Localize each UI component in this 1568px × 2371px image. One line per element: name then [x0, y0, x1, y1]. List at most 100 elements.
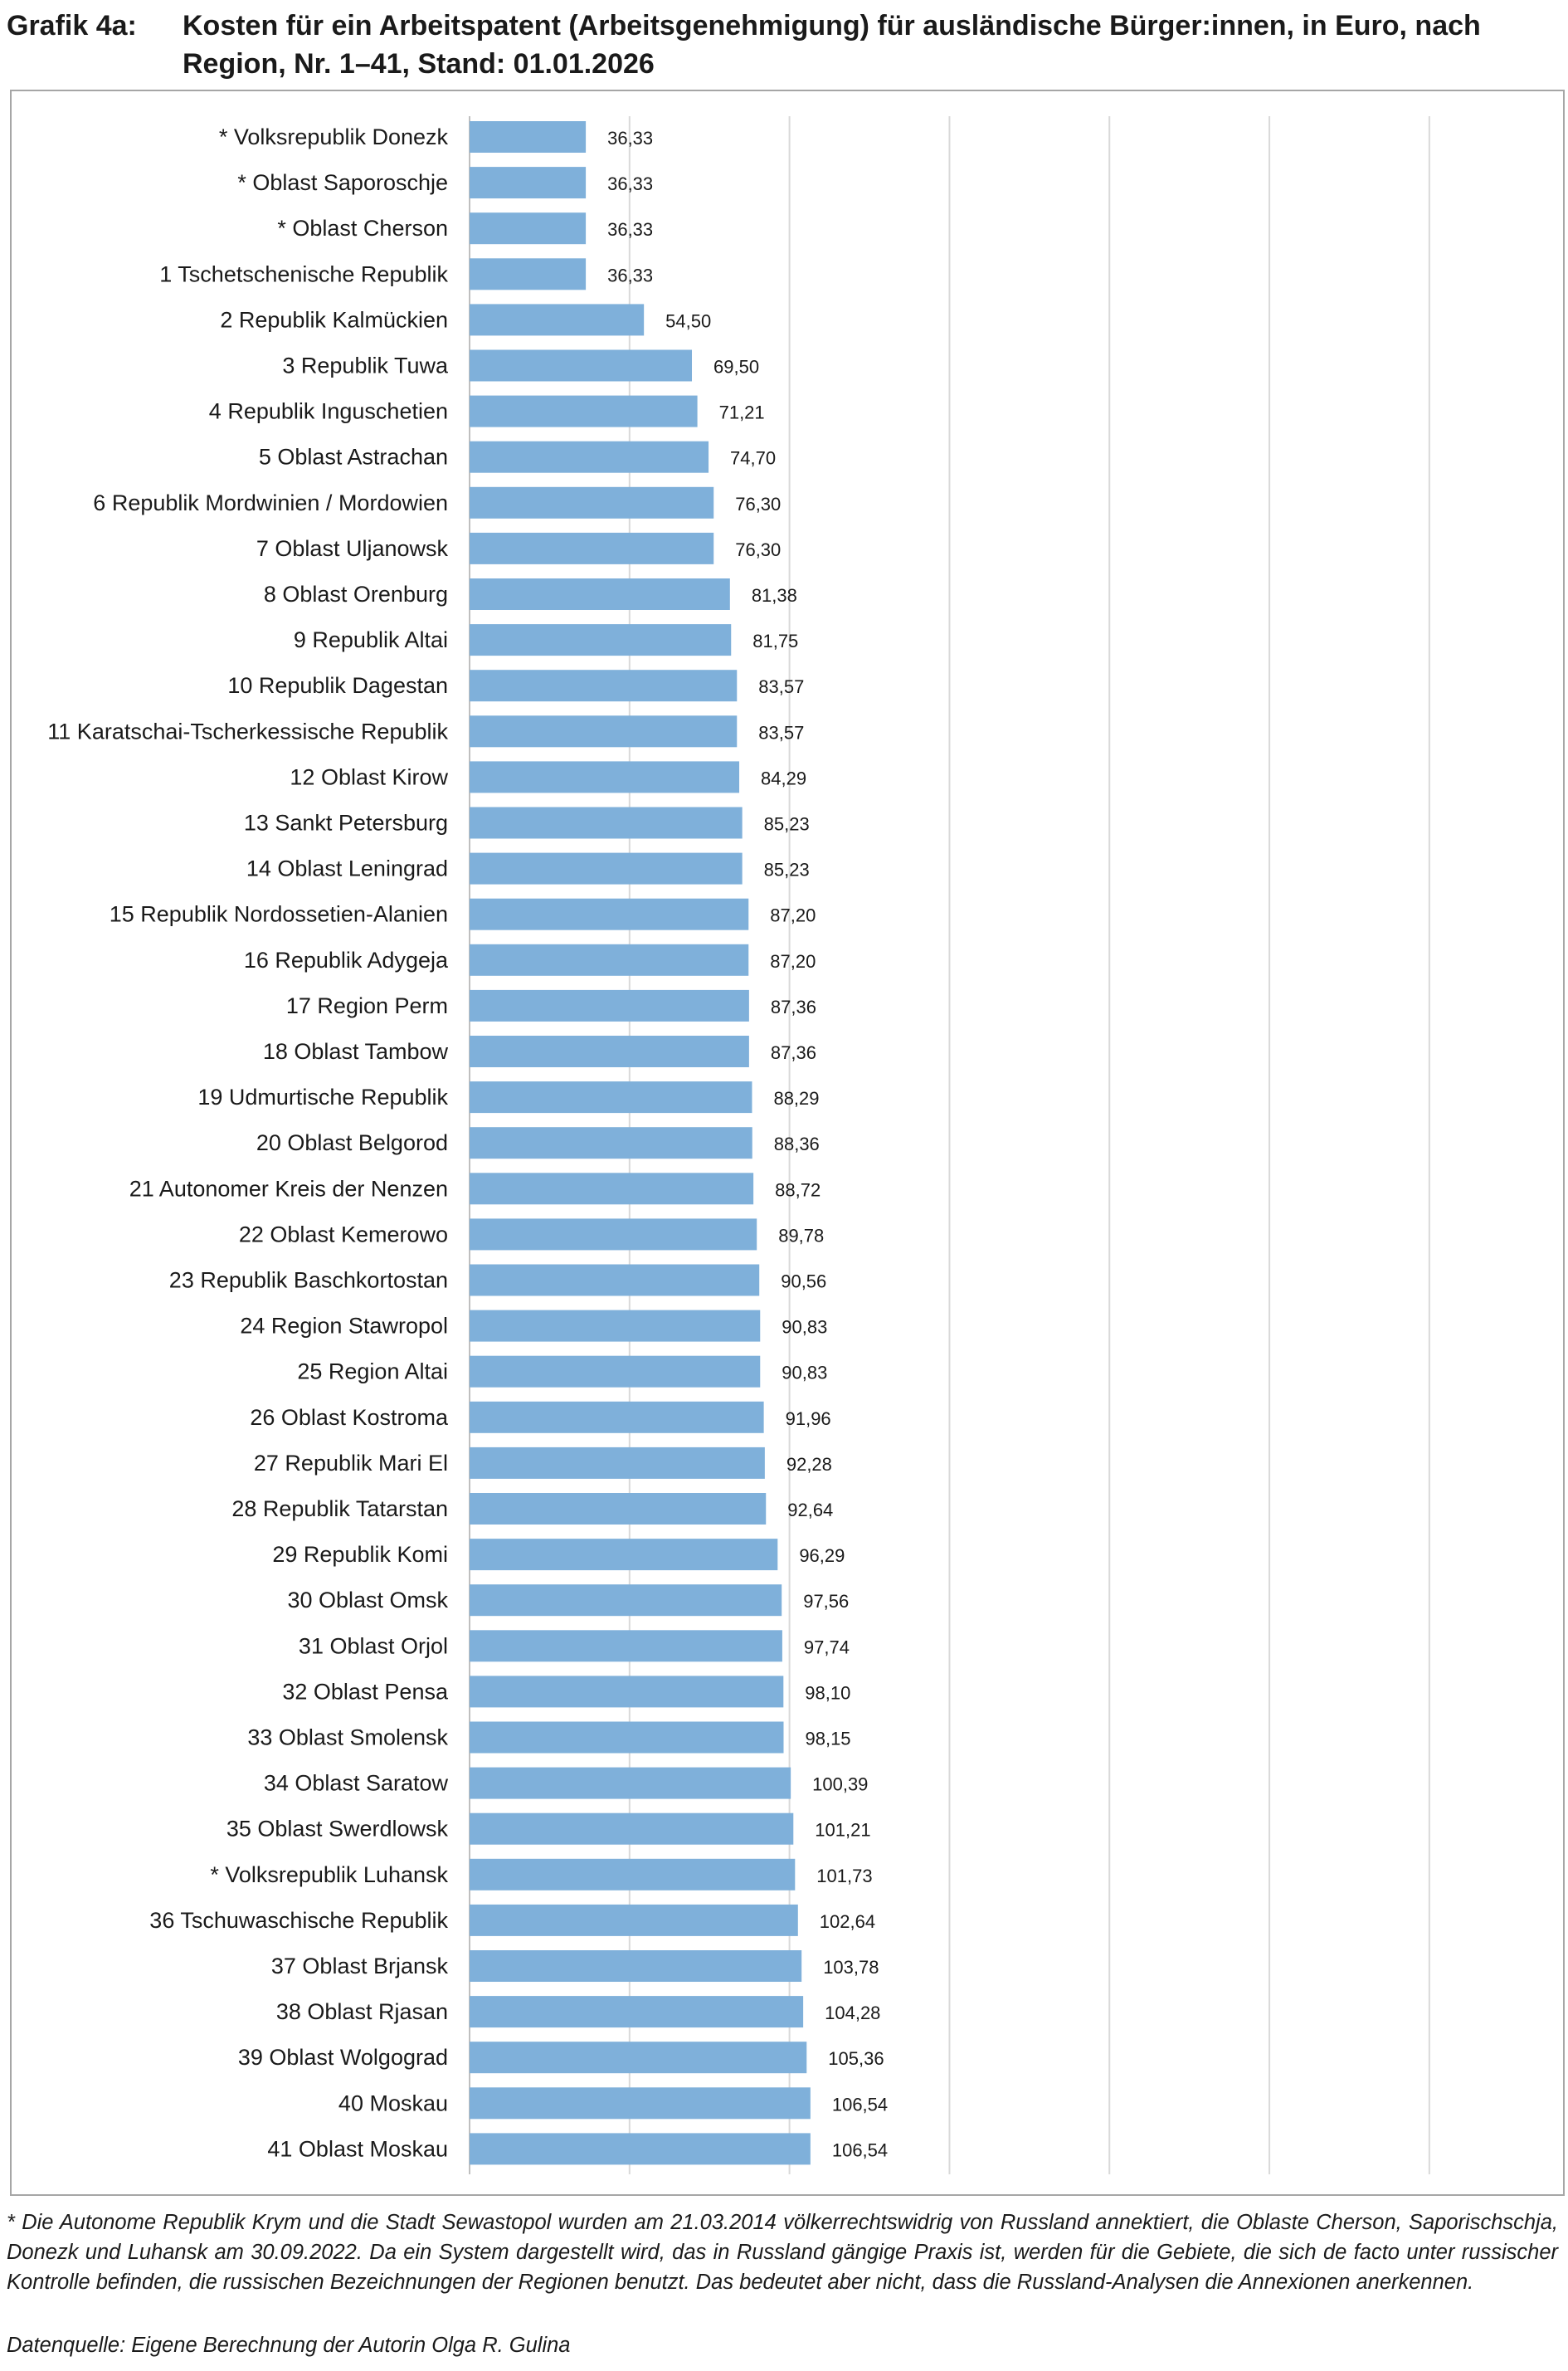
data-label: 106,54 — [832, 2139, 888, 2160]
bar — [470, 1539, 778, 1571]
data-label: 87,20 — [770, 905, 816, 926]
category-label: 2 Republik Kalmückien — [220, 307, 448, 332]
data-label: 85,23 — [764, 860, 810, 881]
bar — [470, 578, 730, 610]
data-label: 81,38 — [752, 585, 797, 606]
category-label: 33 Oblast Smolensk — [247, 1725, 448, 1750]
bar — [470, 852, 743, 885]
data-label: 92,28 — [786, 1454, 832, 1475]
bar — [470, 2087, 811, 2120]
bar — [470, 1127, 752, 1159]
bar — [470, 1036, 749, 1067]
data-label: 85,23 — [764, 814, 810, 835]
bar — [470, 121, 587, 153]
bar — [470, 944, 749, 976]
bar — [470, 1264, 760, 1296]
chart-frame — [10, 90, 1565, 2196]
bar — [470, 212, 587, 245]
bar — [470, 1812, 794, 1845]
category-label: 22 Oblast Kemerowo — [239, 1222, 448, 1246]
bar — [470, 898, 749, 930]
bar — [470, 624, 732, 656]
footnote: * Die Autonome Republik Krym und die Sta… — [7, 2211, 1558, 2294]
bar — [470, 989, 749, 1022]
data-label: 101,73 — [816, 1866, 872, 1886]
category-label: 16 Republik Adygeja — [244, 948, 449, 973]
data-label: 105,36 — [828, 2048, 884, 2069]
category-label: 10 Republik Dagestan — [227, 673, 448, 698]
category-label: 25 Region Altai — [297, 1359, 448, 1384]
bar — [470, 1081, 752, 1114]
category-label: 38 Oblast Rjasan — [276, 1999, 448, 2024]
data-label: 100,39 — [812, 1774, 868, 1795]
data-label: 36,33 — [607, 219, 653, 240]
category-label: 29 Republik Komi — [272, 1542, 448, 1567]
category-label: 20 Oblast Belgorod — [256, 1130, 448, 1155]
bar — [470, 1173, 754, 1205]
data-label: 92,64 — [787, 1500, 833, 1520]
data-label: 71,21 — [719, 402, 765, 423]
data-label: 98,10 — [805, 1682, 850, 1703]
category-label: 8 Oblast Orenburg — [264, 582, 448, 607]
bar — [470, 761, 740, 793]
data-label: 81,75 — [752, 631, 798, 651]
bar-chart: * Volksrepublik Donezk 36,33 * Oblast Sapo… — [47, 116, 1430, 2174]
bar — [470, 1950, 802, 1982]
category-label: 41 Oblast Moskau — [267, 2136, 448, 2161]
data-label: 88,36 — [774, 1134, 820, 1154]
bar — [470, 395, 698, 427]
bar — [470, 441, 709, 473]
bar — [470, 486, 714, 519]
data-label: 87,36 — [771, 1042, 816, 1063]
data-label: 87,20 — [770, 951, 816, 972]
category-label: * Volksrepublik Luhansk — [210, 1862, 448, 1887]
bar — [470, 167, 587, 199]
category-label: 35 Oblast Swerdlowsk — [226, 1817, 449, 1842]
data-label: 74,70 — [730, 448, 776, 469]
data-label: 88,29 — [773, 1088, 819, 1109]
bar — [470, 1630, 782, 1662]
data-label: 76,30 — [735, 539, 781, 560]
category-label: 21 Autonomer Kreis der Nenzen — [129, 1176, 448, 1201]
category-label: * Volksrepublik Donezk — [219, 124, 449, 149]
data-label: 36,33 — [607, 173, 653, 194]
category-label: 9 Republik Altai — [294, 627, 448, 652]
category-label: 26 Oblast Kostroma — [250, 1405, 449, 1430]
data-label: 98,15 — [805, 1729, 850, 1749]
category-label: 28 Republik Tatarstan — [231, 1496, 448, 1521]
data-label: 90,83 — [782, 1317, 827, 1338]
bar — [470, 349, 693, 382]
category-label: 1 Tschetschenische Republik — [159, 261, 448, 286]
data-label: 106,54 — [832, 2094, 888, 2115]
category-label: 32 Oblast Pensa — [282, 1679, 449, 1704]
data-label: 54,50 — [665, 310, 711, 331]
data-label: 88,72 — [775, 1179, 821, 1200]
data-label: 96,29 — [799, 1545, 845, 1566]
category-label: 17 Region Perm — [286, 993, 448, 1018]
category-label: 19 Udmurtische Republik — [197, 1085, 448, 1110]
bar — [470, 1584, 782, 1617]
category-label: 34 Oblast Saratow — [264, 1771, 449, 1796]
data-label: 101,21 — [815, 1820, 870, 1841]
category-label: 31 Oblast Orjol — [299, 1633, 448, 1658]
bar — [470, 1858, 796, 1890]
bar — [470, 807, 743, 839]
bar — [470, 1904, 798, 1936]
category-label: 11 Karatschai-Tscherkessische Republik — [47, 719, 448, 744]
category-label: 15 Republik Nordossetien-Alanien — [110, 902, 448, 927]
data-label: 102,64 — [820, 1911, 875, 1932]
category-label: 27 Republik Mari El — [254, 1451, 448, 1476]
bar — [470, 1401, 764, 1433]
category-label: 14 Oblast Leningrad — [246, 856, 448, 881]
data-label: 83,57 — [758, 722, 804, 743]
data-label: 90,83 — [782, 1363, 827, 1383]
category-label: 39 Oblast Wolgograd — [238, 2045, 448, 2070]
category-label: 5 Oblast Astrachan — [259, 445, 448, 470]
data-label: 97,56 — [803, 1591, 849, 1612]
data-label: 76,30 — [735, 494, 781, 515]
category-label: 6 Republik Mordwinien / Mordowien — [93, 490, 448, 515]
bar — [470, 1310, 761, 1342]
bar — [470, 1676, 784, 1708]
bar — [470, 1996, 804, 2028]
data-label: 103,78 — [823, 1957, 879, 1978]
